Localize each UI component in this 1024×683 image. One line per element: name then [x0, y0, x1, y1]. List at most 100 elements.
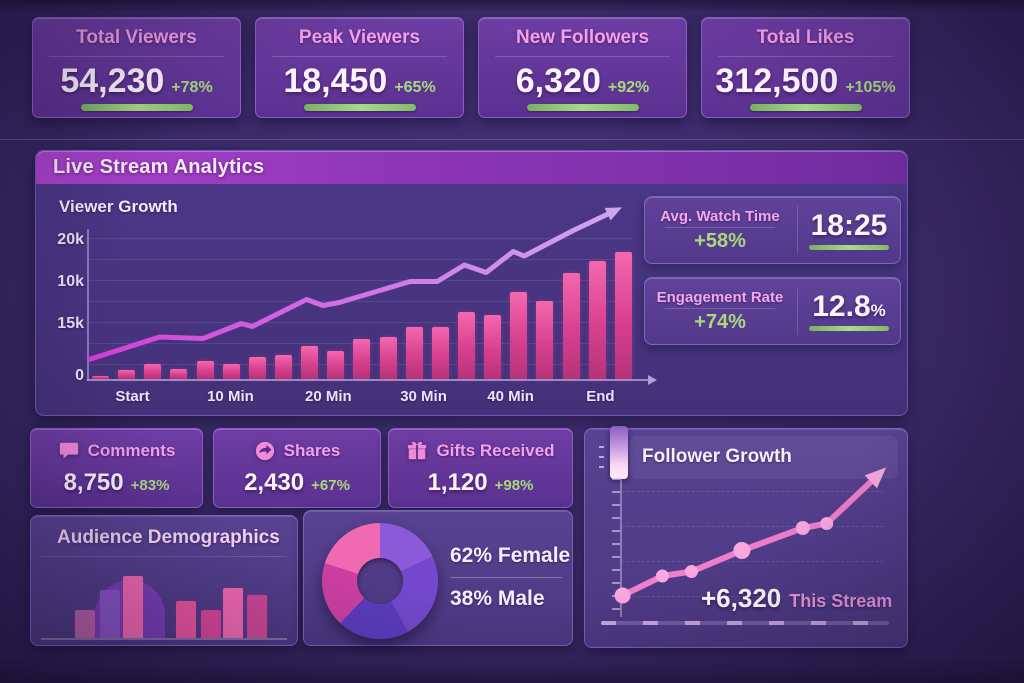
progress-underline: [80, 104, 193, 111]
progress-underline: [749, 104, 862, 111]
y-axis-tick-label: 20k: [57, 230, 84, 248]
demographics-chart: [39, 562, 289, 642]
card-label: Comments: [87, 441, 176, 460]
comment-icon: [59, 442, 78, 459]
baseline: [41, 638, 287, 640]
follower-growth-panel: Follower Growth +6,320 This Stream: [584, 426, 908, 648]
gender-split-panel: 62% Female 38% Male: [303, 510, 573, 646]
x-axis-line: [601, 621, 889, 625]
comments-card: Comments 8,750 +83%: [30, 428, 203, 508]
stat-value: 18,450: [283, 62, 388, 100]
demographics-bar: [123, 576, 143, 638]
progress-underline: [303, 104, 416, 111]
viewer-growth-title: Viewer Growth: [59, 197, 178, 216]
metric-label: Avg. Watch Time: [660, 207, 780, 225]
audience-demographics-panel: Audience Demographics: [30, 515, 298, 646]
progress-underline: [526, 104, 639, 111]
highlight-suffix: This Stream: [789, 591, 893, 611]
top-stats-row: Total Viewers 54,230 +78% Peak Viewers 1…: [32, 17, 910, 118]
x-axis-line-with-arrow: [87, 375, 657, 385]
divider: [718, 56, 893, 57]
panel-header: Live Stream Analytics: [36, 151, 907, 184]
stat-delta: +65%: [394, 79, 436, 96]
metric-value: 18:25: [810, 208, 888, 242]
viewer-growth-line: [86, 207, 623, 362]
demographics-bar: [75, 610, 95, 638]
follower-growth-point: [685, 565, 698, 578]
card-label: Gifts Received: [436, 441, 555, 460]
stat-label: Total Likes: [756, 27, 855, 48]
follower-growth-point: [795, 521, 810, 535]
card-delta: +83%: [130, 477, 170, 494]
highlight-value: +6,320: [701, 583, 782, 613]
y-axis-tick-label: 15k: [57, 314, 84, 332]
divider: [49, 56, 224, 57]
section-divider: [0, 139, 1024, 140]
tick-dots: [599, 446, 604, 474]
avg-watch-time-box: Avg. Watch Time +58% 18:25: [644, 196, 901, 264]
stat-delta: +78%: [171, 79, 213, 96]
x-axis-tick-label: End: [586, 388, 615, 405]
divider: [41, 556, 287, 557]
progress-underline: [809, 325, 889, 331]
card-value: 8,750: [63, 469, 124, 496]
shares-card: Shares 2,430 +67%: [213, 428, 381, 508]
stat-card-peak-viewers: Peak Viewers 18,450 +65%: [255, 17, 464, 118]
stat-delta: +105%: [845, 79, 896, 96]
stat-value: 54,230: [60, 62, 165, 100]
gender-donut: [322, 523, 438, 639]
stat-delta: +92%: [607, 79, 650, 96]
y-axis-tick-label: 10k: [57, 272, 84, 290]
metric-delta: +74%: [694, 310, 746, 333]
progress-underline: [809, 244, 889, 250]
follower-growth-point: [733, 542, 751, 559]
card-value: 2,430: [244, 469, 305, 496]
engagement-rate-box: Engagement Rate +74% 12.8%: [644, 277, 901, 345]
viewer-growth-y-labels: 20k 10k 15k 0: [50, 229, 84, 385]
scroll-thumb[interactable]: [610, 426, 628, 479]
male-percentage: 38% Male: [450, 587, 545, 610]
x-axis-tick-label: 10 Min: [207, 388, 254, 405]
metric-value: 12.8%: [812, 289, 886, 323]
x-axis-tick-label: Start: [115, 388, 150, 405]
x-axis-tick-label: 40 Min: [487, 388, 534, 405]
panel-title: Audience Demographics: [57, 527, 280, 548]
follower-growth-point: [614, 587, 631, 604]
divider: [272, 56, 447, 57]
divider: [450, 577, 562, 578]
stat-label: New Followers: [515, 27, 650, 48]
x-axis-tick-label: 30 Min: [400, 388, 447, 405]
demographics-bar: [201, 610, 221, 638]
gift-icon: [408, 441, 427, 460]
metric-delta: +58%: [694, 229, 746, 252]
metric-label: Engagement Rate: [656, 288, 784, 306]
panel-title: Follower Growth: [642, 446, 792, 467]
follower-growth-point: [655, 569, 669, 583]
gifts-received-card: Gifts Received 1,120 +98%: [388, 428, 573, 508]
demographics-bar: [100, 590, 120, 638]
follower-growth-point: [820, 517, 834, 530]
card-label: Shares: [283, 441, 341, 460]
y-axis-tick-label: 0: [75, 367, 84, 384]
demographics-bar: [247, 595, 267, 638]
demographics-bar: [223, 588, 243, 638]
card-delta: +67%: [311, 477, 350, 494]
share-icon: [255, 441, 274, 461]
stat-card-new-followers: New Followers 6,320 +92%: [478, 17, 687, 118]
stat-value: 6,320: [515, 62, 601, 100]
divider: [495, 56, 670, 57]
demographics-bar: [176, 601, 196, 638]
donut-hole: [357, 558, 403, 604]
stat-value: 312,500: [715, 62, 839, 100]
stat-card-total-viewers: Total Viewers 54,230 +78%: [32, 17, 241, 118]
trend-line: [86, 207, 623, 362]
stat-card-total-likes: Total Likes 312,500 +105%: [701, 17, 910, 118]
card-value: 1,120: [427, 469, 488, 496]
analytics-panel: Live Stream Analytics Viewer Growth 20k 1…: [35, 150, 908, 416]
divider: [665, 307, 775, 309]
card-delta: +98%: [494, 477, 534, 494]
viewer-growth-x-labels: Start 10 Min 20 Min 30 Min 40 Min End: [89, 388, 633, 408]
female-percentage: 62% Female: [450, 544, 571, 567]
x-axis-tick-label: 20 Min: [305, 388, 352, 405]
